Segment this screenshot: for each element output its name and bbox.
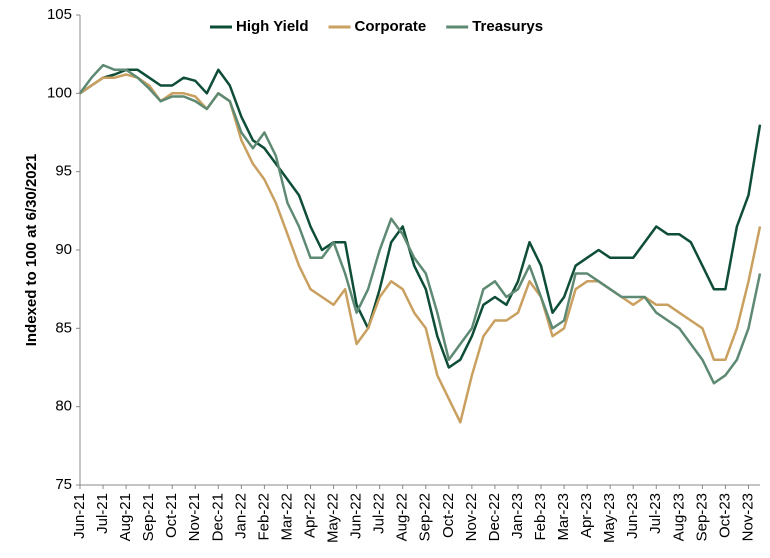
x-tick-label: Jun-22 <box>348 493 365 539</box>
y-tick-label: 90 <box>55 241 72 258</box>
x-tick-label: Aug-21 <box>117 493 134 541</box>
x-tick-label: Mar-22 <box>278 493 295 541</box>
legend-label: Corporate <box>355 18 427 35</box>
x-tick-label: Sep-23 <box>693 493 710 541</box>
y-tick-label: 95 <box>55 163 72 180</box>
x-tick-label: Jul-23 <box>647 493 664 534</box>
x-tick-label: Dec-21 <box>209 493 226 541</box>
legend-label: High Yield <box>236 18 309 35</box>
x-tick-label: Sep-21 <box>140 493 157 541</box>
x-tick-label: Jun-21 <box>71 493 88 539</box>
y-tick-label: 80 <box>55 398 72 415</box>
y-tick-label: 105 <box>47 6 72 23</box>
y-tick-label: 100 <box>47 84 72 101</box>
x-tick-label: Jul-21 <box>94 493 111 534</box>
x-tick-label: Jul-22 <box>371 493 388 534</box>
x-tick-label: Aug-22 <box>394 493 411 541</box>
line-series <box>78 63 762 385</box>
x-tick-label: Nov-21 <box>186 493 203 541</box>
x-tick-label: Jan-23 <box>509 493 526 539</box>
x-tick-label: Nov-22 <box>463 493 480 541</box>
x-tick-label: Oct-23 <box>716 493 733 538</box>
x-tick-label: May-23 <box>601 493 618 543</box>
x-tick-label: Feb-23 <box>532 493 549 541</box>
line-series <box>79 73 762 424</box>
x-tick-label: Sep-22 <box>417 493 434 541</box>
line-series <box>79 68 762 369</box>
legend-label: Treasurys <box>472 18 543 35</box>
x-tick-label: Mar-23 <box>555 493 572 541</box>
x-tick-label: May-22 <box>325 493 342 543</box>
x-tick-label: Oct-21 <box>163 493 180 538</box>
y-tick-label: 85 <box>55 319 72 336</box>
x-tick-label: Apr-22 <box>301 493 318 538</box>
x-tick-label: Oct-22 <box>440 493 457 538</box>
x-tick-label: Dec-22 <box>486 493 503 541</box>
x-tick-label: Aug-23 <box>670 493 687 541</box>
x-tick-label: Feb-22 <box>255 493 272 541</box>
x-tick-label: Nov-23 <box>739 493 756 541</box>
x-tick-label: Apr-23 <box>578 493 595 538</box>
y-tick-label: 75 <box>55 476 72 493</box>
x-tick-label: Jan-22 <box>232 493 249 539</box>
x-tick-label: Jun-23 <box>624 493 641 539</box>
y-axis-label: Indexed to 100 at 6/30/2021 <box>23 154 40 347</box>
